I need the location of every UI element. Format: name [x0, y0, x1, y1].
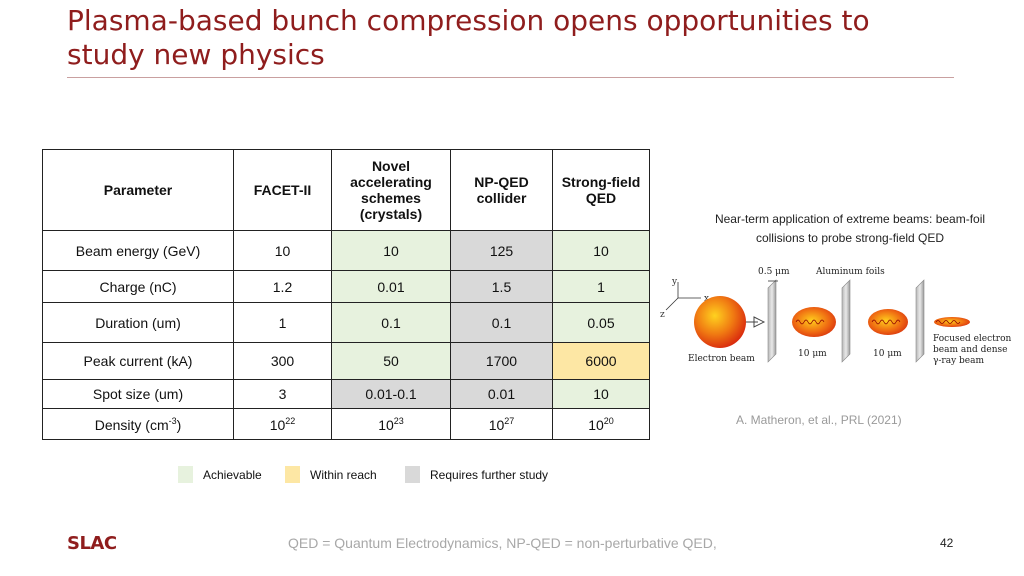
facet-value: 1	[233, 302, 332, 343]
gamma-wave-icon	[935, 320, 961, 324]
npqed-value: 1700	[450, 342, 553, 380]
table-row: Peak current (kA) 300 50 1700 6000	[42, 342, 650, 380]
focused-label-line3: γ-ray beam	[933, 356, 984, 366]
electron-beam-label: Electron beam	[688, 354, 755, 364]
density-base: 10	[588, 416, 604, 433]
legend-swatch-requires-study	[405, 466, 420, 483]
parameter-table: Parameter FACET-II Novel accelerating sc…	[42, 149, 650, 440]
npqed-value: 1.5	[450, 270, 553, 303]
novel-value: 0.01-0.1	[331, 379, 451, 409]
density-base: 10	[378, 416, 394, 433]
legend-label-within-reach: Within reach	[310, 467, 377, 482]
novel-value: 50	[331, 342, 451, 380]
sfqed-value: 6000	[552, 342, 650, 380]
npqed-value: 1027	[450, 408, 553, 440]
focused-label-line1: Focused electron	[933, 334, 1011, 344]
table-row: Charge (nC) 1.2 0.01 1.5 1	[42, 270, 650, 303]
figure-caption: Near-term application of extreme beams: …	[714, 212, 986, 245]
aluminum-foil-2	[841, 279, 851, 363]
density-exponent: 23	[393, 415, 404, 426]
sfqed-value: 10	[552, 379, 650, 409]
facet-value: 1022	[233, 408, 332, 440]
gap-label-2: 10 μm	[873, 349, 902, 359]
legend-requires-study: Requires further study	[405, 466, 548, 483]
header-facet: FACET-II	[233, 149, 332, 231]
npqed-value: 0.01	[450, 379, 553, 409]
citation: A. Matheron, et al., PRL (2021)	[736, 413, 902, 427]
sfqed-value: 1020	[552, 408, 650, 440]
table-header-row: Parameter FACET-II Novel accelerating sc…	[42, 149, 650, 231]
gamma-wave-icon	[871, 319, 901, 325]
table-row: Density (cm-3) 1022 1023 1027 1020	[42, 408, 650, 440]
header-novel: Novel accelerating schemes (crystals)	[331, 149, 451, 231]
axes-icon	[665, 282, 701, 311]
gap-label-1: 10 μm	[798, 349, 827, 359]
electron-beam-bunch	[694, 296, 746, 348]
aluminum-foil-1	[767, 279, 777, 363]
row-label: Duration (um)	[42, 302, 234, 343]
table-row: Beam energy (GeV) 10 10 125 10	[42, 230, 650, 271]
sfqed-value: 0.05	[552, 302, 650, 343]
facet-value: 10	[233, 230, 332, 271]
arrow-right-icon	[746, 316, 766, 328]
legend-label-requires-study: Requires further study	[430, 467, 549, 482]
density-exponent: 22	[285, 415, 296, 426]
novel-value: 0.01	[331, 270, 451, 303]
axis-y-label: y	[671, 277, 678, 287]
density-label-exponent: -3	[168, 415, 177, 426]
novel-value: 1023	[331, 408, 451, 440]
header-sfqed: Strong-field QED	[552, 149, 650, 231]
focused-label-line2: beam and dense	[933, 345, 1007, 355]
novel-value: 0.1	[331, 302, 451, 343]
density-label-close: )	[176, 416, 182, 433]
compressed-bunch-1	[792, 307, 836, 337]
header-npqed: NP-QED collider	[450, 149, 553, 231]
axis-z-label: z	[660, 310, 665, 320]
legend-achievable: Achievable	[178, 466, 262, 483]
axis-x-label: x	[704, 294, 709, 304]
legend-swatch-achievable	[178, 466, 193, 483]
row-label: Spot size (um)	[42, 379, 234, 409]
npqed-value: 125	[450, 230, 553, 271]
density-base: 10	[488, 416, 505, 433]
row-label: Density (cm-3)	[42, 408, 234, 440]
slac-logo: SLAC	[67, 533, 117, 554]
footnote: QED = Quantum Electrodynamics, NP-QED = …	[288, 535, 717, 551]
table-row: Duration (um) 1 0.1 0.1 0.05	[42, 302, 650, 343]
sfqed-value: 1	[552, 270, 650, 303]
gamma-wave-icon	[795, 319, 825, 325]
legend-swatch-within-reach	[285, 466, 300, 483]
aluminum-foil-3	[915, 279, 925, 363]
density-label-text: Density (cm	[94, 416, 169, 433]
facet-value: 300	[233, 342, 332, 380]
row-label: Peak current (kA)	[42, 342, 234, 380]
density-exponent: 20	[603, 415, 614, 426]
title-divider	[67, 77, 954, 78]
foil-thickness-label: 0.5 μm	[758, 267, 790, 277]
aluminum-foils-label: Aluminum foils	[815, 267, 885, 277]
header-parameter: Parameter	[42, 149, 234, 231]
page-number: 42	[940, 536, 954, 550]
row-label: Beam energy (GeV)	[42, 230, 234, 271]
table-row: Spot size (um) 3 0.01-0.1 0.01 10	[42, 379, 650, 409]
facet-value: 1.2	[233, 270, 332, 303]
legend-label-achievable: Achievable	[203, 467, 262, 482]
density-exponent: 27	[504, 415, 515, 426]
npqed-value: 0.1	[450, 302, 553, 343]
sfqed-value: 10	[552, 230, 650, 271]
density-base: 10	[269, 416, 286, 433]
novel-value: 10	[331, 230, 451, 271]
slide-title: Plasma-based bunch compression opens opp…	[67, 4, 870, 71]
legend-within-reach: Within reach	[285, 466, 377, 483]
facet-value: 3	[233, 379, 332, 409]
beam-foil-diagram: y x z Electron beam 0.5 μm Aluminum foil…	[660, 267, 1011, 366]
row-label: Charge (nC)	[42, 270, 234, 303]
